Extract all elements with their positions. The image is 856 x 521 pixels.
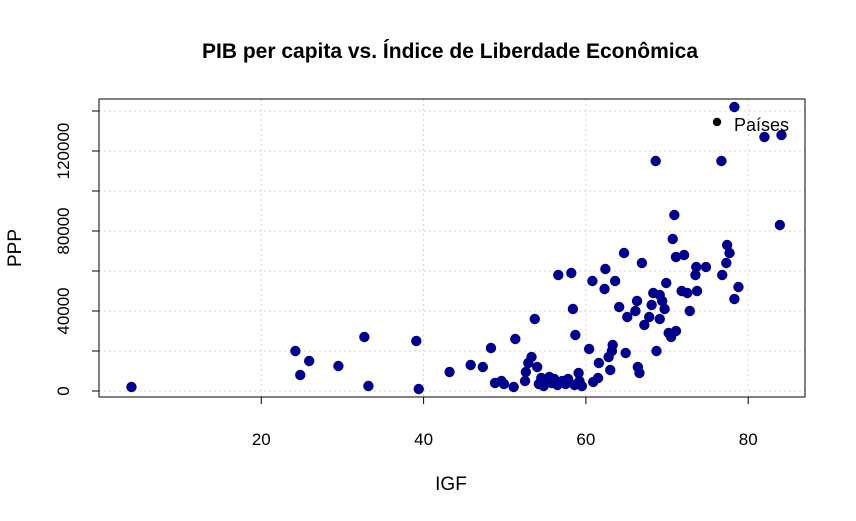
data-point: [701, 262, 711, 272]
x-tick-label: 40: [414, 430, 433, 449]
data-point: [650, 156, 660, 166]
data-point: [290, 346, 300, 356]
data-point: [478, 362, 488, 372]
y-tick-label: 120000: [54, 123, 73, 180]
data-point: [651, 346, 661, 356]
data-point: [510, 334, 520, 344]
data-point: [630, 306, 640, 316]
data-point: [632, 296, 642, 306]
y-axis: 0 40000 80000 120000: [54, 111, 99, 396]
data-point: [644, 312, 654, 322]
data-point: [411, 336, 421, 346]
data-point: [655, 314, 665, 324]
data-point: [359, 332, 369, 342]
data-point: [682, 288, 692, 298]
data-point: [607, 340, 617, 350]
data-point: [532, 362, 542, 372]
data-point: [610, 276, 620, 286]
data-point: [577, 381, 587, 391]
data-point: [775, 220, 785, 230]
data-points: [126, 102, 786, 394]
data-point: [637, 258, 647, 268]
data-point: [733, 282, 743, 292]
data-point: [508, 382, 518, 392]
data-point: [661, 278, 671, 288]
y-tick-label: 80000: [54, 207, 73, 254]
data-point: [304, 356, 314, 366]
data-point: [620, 348, 630, 358]
data-point: [614, 302, 624, 312]
data-point: [521, 367, 531, 377]
data-point: [530, 314, 540, 324]
data-point: [587, 276, 597, 286]
data-point: [584, 344, 594, 354]
data-point: [444, 367, 454, 377]
data-point: [669, 210, 679, 220]
legend: Países: [713, 115, 789, 135]
data-point: [465, 360, 475, 370]
y-axis-label: PPP: [5, 229, 26, 267]
data-point: [593, 373, 603, 383]
legend-marker: [713, 118, 721, 126]
data-point: [499, 379, 509, 389]
x-axis: 20 40 60 80: [252, 397, 758, 449]
data-point: [553, 270, 563, 280]
x-tick-label: 20: [252, 430, 271, 449]
grid-lines: [99, 99, 805, 397]
data-point: [619, 248, 629, 258]
data-point: [363, 381, 373, 391]
data-point: [599, 284, 609, 294]
data-point: [729, 102, 739, 112]
data-point: [594, 358, 604, 368]
x-tick-label: 60: [576, 430, 595, 449]
legend-label: Países: [734, 115, 789, 135]
data-point: [600, 264, 610, 274]
x-tick-label: 80: [739, 430, 758, 449]
y-tick-label: 0: [54, 386, 73, 395]
data-point: [605, 365, 615, 375]
y-tick-label: 40000: [54, 287, 73, 334]
x-axis-label: IGF: [435, 474, 467, 495]
data-point: [729, 294, 739, 304]
data-point: [646, 300, 656, 310]
data-point: [566, 268, 576, 278]
data-point: [717, 270, 727, 280]
data-point: [126, 382, 136, 392]
data-point: [659, 304, 669, 314]
data-point: [568, 304, 578, 314]
data-point: [679, 250, 689, 260]
data-point: [634, 368, 644, 378]
data-point: [721, 258, 731, 268]
data-point: [691, 262, 701, 272]
data-point: [685, 306, 695, 316]
plot-frame: [99, 99, 805, 397]
data-point: [668, 234, 678, 244]
data-point: [414, 384, 424, 394]
data-point: [692, 286, 702, 296]
data-point: [570, 330, 580, 340]
data-point: [486, 343, 496, 353]
data-point: [333, 361, 343, 371]
data-point: [724, 248, 734, 258]
data-point: [671, 326, 681, 336]
data-point: [526, 352, 536, 362]
chart-title: PIB per capita vs. Índice de Liberdade E…: [202, 40, 698, 63]
data-point: [520, 376, 530, 386]
data-point: [295, 370, 305, 380]
data-point: [716, 156, 726, 166]
